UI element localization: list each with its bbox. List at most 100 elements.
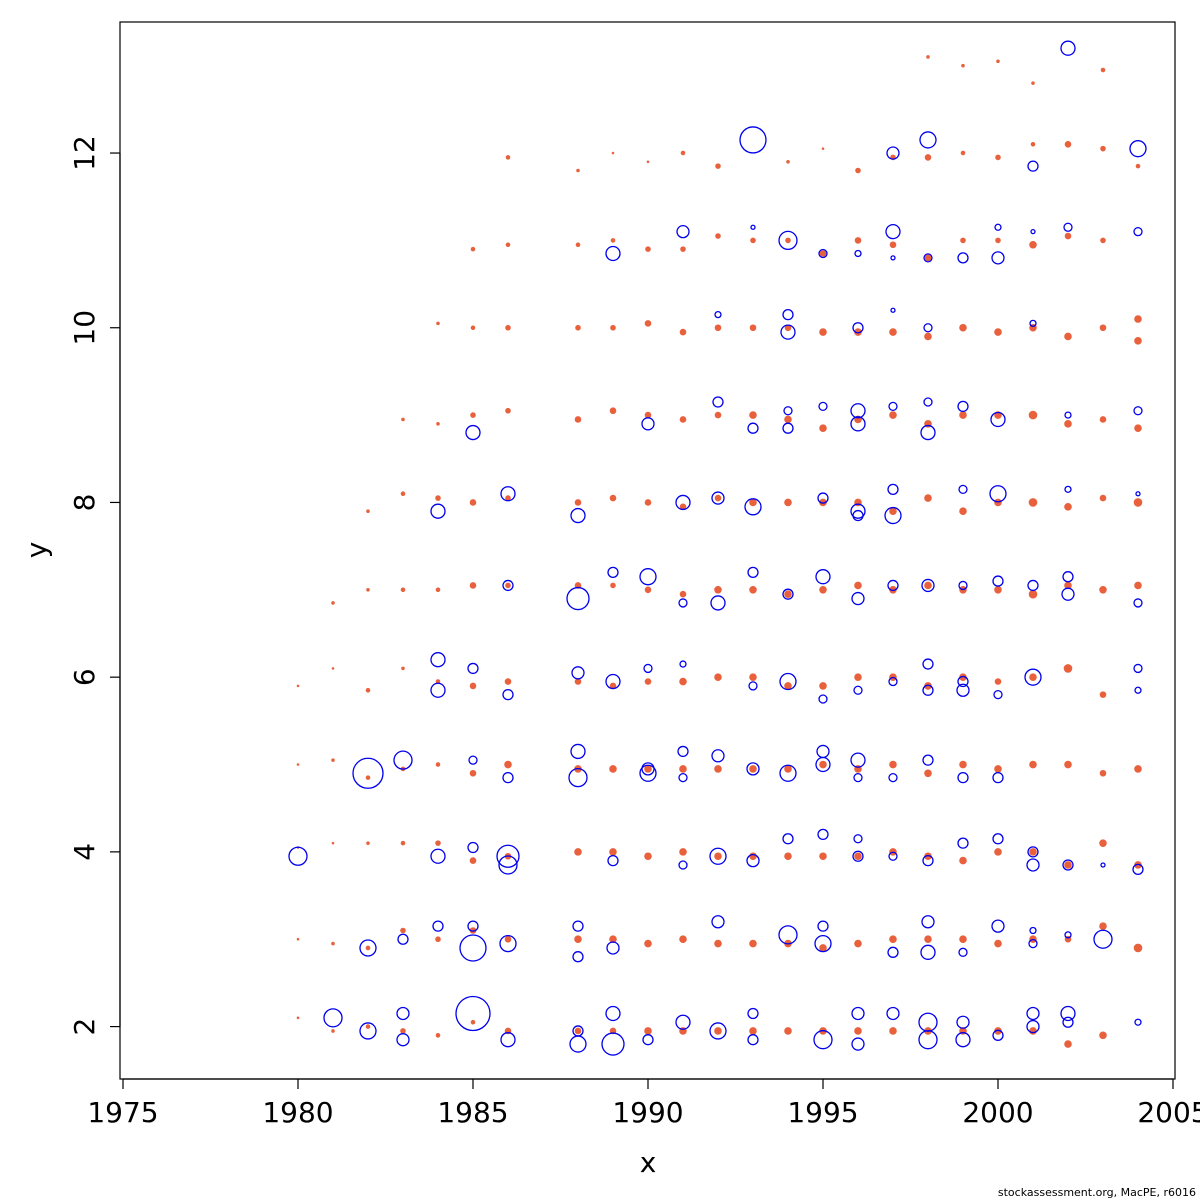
observed-point: [1064, 1040, 1072, 1048]
residual-point: [886, 146, 900, 160]
observed-point: [1064, 332, 1072, 341]
observed-point: [924, 494, 932, 502]
observed-point: [1099, 586, 1107, 594]
residual-point: [1134, 1018, 1142, 1026]
footer-credit: stockassessment.org, MacPE, r6016: [998, 1186, 1196, 1199]
residual-point: [605, 673, 621, 690]
observed-point: [1099, 922, 1107, 930]
residual-point: [675, 1014, 691, 1030]
residual-point: [920, 944, 936, 960]
observed-point: [1029, 848, 1037, 856]
observed-point: [959, 323, 967, 332]
observed-point: [470, 325, 476, 331]
observed-point: [854, 1027, 862, 1035]
residual-point: [989, 485, 1007, 503]
residual-point: [852, 322, 864, 334]
observed-point: [400, 840, 406, 846]
observed-point: [1029, 673, 1037, 681]
observed-point: [714, 411, 722, 419]
residual-point: [288, 846, 308, 866]
observed-point: [714, 673, 722, 681]
residual-point: [813, 1030, 833, 1050]
observed-point: [960, 150, 966, 156]
observed-point: [784, 590, 792, 598]
residual-point: [605, 245, 621, 262]
y-axis-title: y: [20, 542, 53, 559]
residual-point: [606, 941, 620, 955]
observed-point: [504, 935, 512, 943]
observed-point: [855, 167, 861, 174]
residual-point: [502, 771, 514, 784]
residual-point: [1064, 411, 1072, 419]
residual-point: [782, 308, 794, 321]
observed-point: [749, 673, 757, 681]
residual-point: [710, 595, 726, 611]
observed-point: [960, 237, 966, 244]
residual-point: [1100, 862, 1106, 868]
residual-point: [605, 1005, 621, 1022]
observed-point: [959, 760, 967, 769]
residual-point: [430, 848, 446, 864]
residual-point: [502, 688, 514, 701]
residual-point: [1026, 1006, 1040, 1021]
observed-point: [854, 581, 862, 590]
observed-point: [821, 147, 825, 150]
observed-point: [609, 765, 617, 773]
observed-point: [1099, 769, 1107, 777]
y-tick-label: 10: [68, 310, 101, 346]
residual-point: [851, 1006, 865, 1021]
observed-point: [504, 678, 512, 685]
observed-point: [680, 150, 686, 156]
residual-point: [500, 1032, 516, 1048]
observed-point: [505, 242, 511, 248]
residual-point: [570, 743, 586, 760]
observed-point: [645, 246, 651, 252]
observed-point: [714, 494, 722, 502]
observed-point: [1100, 145, 1106, 152]
residual-point: [851, 591, 865, 606]
residual-point: [641, 762, 655, 776]
observed-point: [924, 254, 932, 262]
observed-point: [926, 55, 930, 59]
residual-point: [323, 1008, 343, 1028]
residual-point: [1029, 319, 1037, 328]
observed-point: [714, 939, 722, 948]
observed-point: [1100, 67, 1106, 73]
residual-point: [814, 934, 832, 953]
residual-point: [746, 762, 760, 776]
observed-point: [400, 491, 406, 497]
residual-point: [642, 1034, 654, 1046]
residual-point: [850, 403, 866, 419]
residual-point: [957, 837, 969, 849]
observed-point: [679, 590, 687, 598]
observed-point: [435, 936, 441, 943]
observed-point: [436, 422, 440, 426]
observed-point: [435, 587, 441, 593]
observed-point: [644, 320, 652, 327]
observed-point: [469, 769, 477, 777]
residual-point: [815, 756, 831, 773]
residual-point: [886, 1006, 900, 1021]
observed-point: [331, 841, 335, 845]
observed-point: [1099, 839, 1107, 847]
residual-point: [887, 483, 899, 496]
residual-point: [853, 772, 863, 783]
observed-point: [679, 935, 687, 944]
residual-point: [779, 672, 797, 691]
residual-point: [566, 586, 590, 611]
residual-point: [739, 126, 767, 154]
residual-point: [747, 1007, 759, 1020]
x-tick-label: 1990: [612, 1096, 683, 1129]
observed-point: [366, 588, 370, 592]
observed-point: [331, 601, 335, 605]
observed-point: [296, 1016, 300, 1020]
observed-point: [715, 233, 721, 239]
x-axis-title: x: [640, 1146, 657, 1179]
residual-point: [854, 249, 862, 258]
plot-area-frame: [119, 21, 1176, 1080]
observed-point: [819, 424, 827, 433]
residual-point: [782, 422, 794, 434]
residual-point: [990, 411, 1006, 428]
residual-point: [991, 919, 1005, 933]
residual-point: [714, 310, 722, 319]
